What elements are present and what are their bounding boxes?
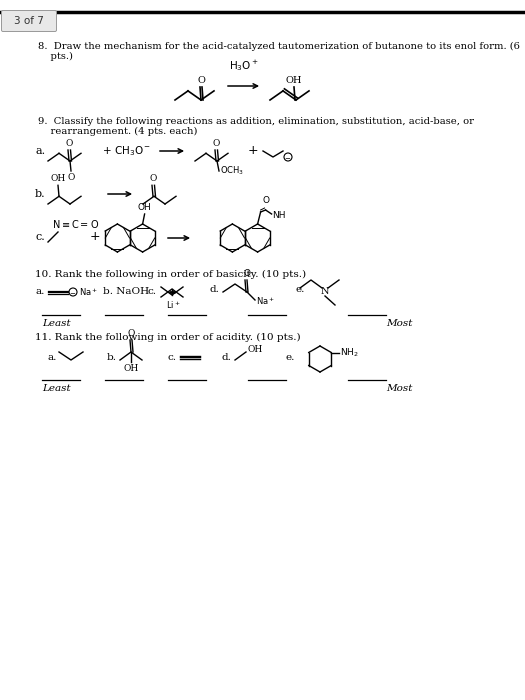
Text: O: O xyxy=(262,196,269,205)
Text: $\mathsf{Na^+}$: $\mathsf{Na^+}$ xyxy=(256,295,275,307)
Text: OH: OH xyxy=(286,76,302,85)
Text: OH: OH xyxy=(248,346,263,354)
Text: +: + xyxy=(248,144,258,158)
Text: 11. Rank the following in order of acidity. (10 pts.): 11. Rank the following in order of acidi… xyxy=(35,333,301,342)
Text: c.: c. xyxy=(168,353,177,361)
Text: 3 of 7: 3 of 7 xyxy=(14,16,44,26)
Text: b.: b. xyxy=(35,189,46,199)
Text: c.: c. xyxy=(148,288,157,297)
Text: Most: Most xyxy=(386,319,412,328)
Text: OH: OH xyxy=(50,174,66,183)
Text: 8.  Draw the mechanism for the acid-catalyzed tautomerization of butanone to its: 8. Draw the mechanism for the acid-catal… xyxy=(38,42,520,51)
Text: 9.  Classify the following reactions as addition, elimination, substitution, aci: 9. Classify the following reactions as a… xyxy=(38,117,474,126)
Text: OH: OH xyxy=(123,364,139,373)
Text: $\mathsf{N{\equiv}C{=}O}$: $\mathsf{N{\equiv}C{=}O}$ xyxy=(52,218,99,230)
Text: O: O xyxy=(67,173,75,182)
Text: $\mathsf{Na^+}$: $\mathsf{Na^+}$ xyxy=(79,286,98,298)
Text: a.: a. xyxy=(35,146,45,156)
Text: $-$: $-$ xyxy=(69,289,77,295)
Text: Least: Least xyxy=(42,319,71,328)
Text: O: O xyxy=(197,76,205,85)
Text: $\mathsf{H_3O^+}$: $\mathsf{H_3O^+}$ xyxy=(229,58,259,73)
Text: N: N xyxy=(321,288,329,297)
Text: e.: e. xyxy=(295,285,304,294)
Text: b.: b. xyxy=(107,353,117,361)
Text: $\mathsf{NH_2}$: $\mathsf{NH_2}$ xyxy=(340,346,359,358)
Text: O: O xyxy=(150,174,157,183)
Text: $-$: $-$ xyxy=(285,154,291,160)
Text: Least: Least xyxy=(42,384,71,393)
Text: O: O xyxy=(213,139,220,148)
Text: pts.): pts.) xyxy=(38,52,73,61)
Text: O: O xyxy=(66,139,73,148)
Text: O: O xyxy=(243,269,250,278)
Text: a.: a. xyxy=(35,288,45,297)
Text: c.: c. xyxy=(35,232,45,242)
Text: NH: NH xyxy=(272,211,286,220)
Text: $+\ \mathsf{CH_3O^-}$: $+\ \mathsf{CH_3O^-}$ xyxy=(102,144,151,158)
Text: a.: a. xyxy=(47,353,56,361)
Text: $\mathsf{OCH_3}$: $\mathsf{OCH_3}$ xyxy=(220,164,244,177)
Text: +: + xyxy=(90,230,100,244)
Text: Most: Most xyxy=(386,384,412,393)
Text: 10. Rank the following in order of basicity. (10 pts.): 10. Rank the following in order of basic… xyxy=(35,270,306,279)
Text: e.: e. xyxy=(285,353,295,361)
Text: d.: d. xyxy=(222,353,232,361)
Text: OH: OH xyxy=(138,203,152,212)
Text: O: O xyxy=(127,329,135,338)
Text: b. NaOH: b. NaOH xyxy=(103,288,149,297)
Text: d.: d. xyxy=(210,285,220,294)
FancyBboxPatch shape xyxy=(2,10,57,32)
Text: rearrangement. (4 pts. each): rearrangement. (4 pts. each) xyxy=(38,127,197,136)
Text: $\mathsf{Li^+}$: $\mathsf{Li^+}$ xyxy=(166,299,180,311)
